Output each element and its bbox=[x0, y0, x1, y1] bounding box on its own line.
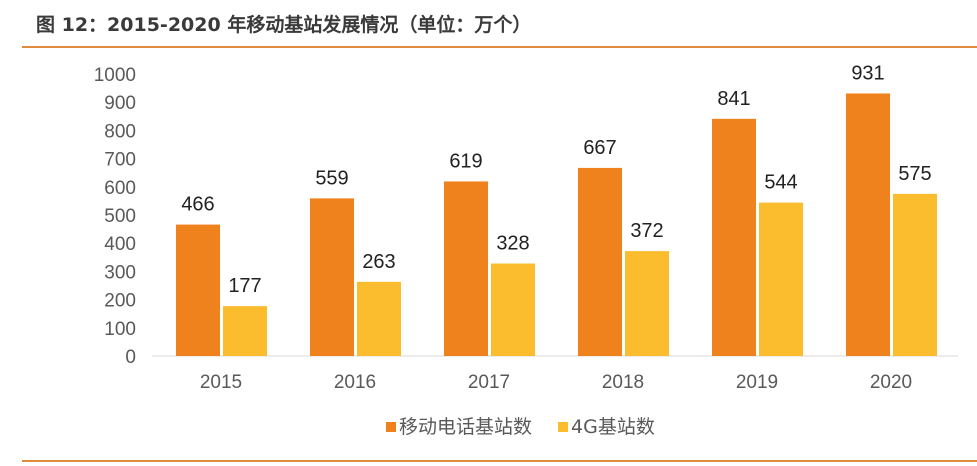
data-label: 372 bbox=[630, 220, 663, 242]
y-tick-label: 100 bbox=[104, 319, 136, 340]
legend-item-4g: 4G基站数 bbox=[558, 412, 655, 439]
x-tick-label: 2015 bbox=[200, 372, 242, 393]
data-label: 559 bbox=[315, 167, 348, 189]
bar-mobile-2017 bbox=[444, 181, 488, 356]
data-label: 177 bbox=[228, 275, 261, 297]
data-label: 931 bbox=[851, 62, 884, 84]
data-label: 841 bbox=[717, 88, 750, 110]
bar-4g-2019 bbox=[759, 202, 803, 356]
y-tick-label: 800 bbox=[104, 121, 136, 142]
y-tick-label: 400 bbox=[104, 234, 136, 255]
bar-mobile-2019 bbox=[712, 118, 756, 356]
data-label: 466 bbox=[181, 194, 214, 216]
bar-mobile-2020 bbox=[846, 93, 890, 356]
bar-mobile-2015 bbox=[176, 224, 220, 356]
legend-swatch bbox=[558, 422, 569, 432]
data-label: 328 bbox=[496, 233, 529, 255]
y-tick-label: 200 bbox=[104, 291, 136, 312]
data-label: 544 bbox=[764, 172, 797, 194]
y-tick-label: 300 bbox=[104, 262, 136, 283]
data-label: 575 bbox=[898, 163, 931, 185]
x-tick-label: 2016 bbox=[334, 372, 376, 393]
data-label: 263 bbox=[362, 251, 395, 273]
bar-mobile-2018 bbox=[578, 167, 622, 356]
title-divider bbox=[22, 46, 977, 48]
x-tick-label: 2019 bbox=[736, 372, 778, 393]
bar-mobile-2016 bbox=[310, 198, 354, 356]
bottom-divider bbox=[22, 460, 977, 462]
x-tick-label: 2017 bbox=[468, 372, 510, 393]
bar-4g-2018 bbox=[625, 251, 669, 356]
bar-4g-2015 bbox=[223, 306, 267, 356]
y-tick-label: 1000 bbox=[94, 65, 136, 86]
x-tick-label: 2020 bbox=[870, 372, 912, 393]
legend: 移动电话基站数 4G基站数 bbox=[386, 412, 655, 439]
chart-title: 图 12：2015-2020 年移动基站发展情况（单位：万个） bbox=[36, 14, 532, 36]
y-tick-label: 500 bbox=[104, 206, 136, 227]
legend-swatch bbox=[386, 422, 396, 432]
bar-4g-2017 bbox=[491, 263, 535, 356]
bar-4g-2020 bbox=[893, 193, 937, 356]
y-tick-label: 700 bbox=[104, 150, 136, 171]
x-tick-label: 2018 bbox=[602, 372, 644, 393]
legend-label: 移动电话基站数 bbox=[399, 416, 533, 438]
y-tick-label: 600 bbox=[104, 178, 136, 199]
bar-4g-2016 bbox=[357, 281, 401, 356]
legend-item-mobile: 移动电话基站数 bbox=[386, 412, 532, 439]
data-label: 667 bbox=[583, 137, 616, 159]
y-tick-label: 900 bbox=[104, 93, 136, 114]
y-tick-label: 0 bbox=[125, 347, 136, 368]
data-label: 619 bbox=[449, 150, 482, 172]
legend-label: 4G基站数 bbox=[571, 416, 655, 438]
